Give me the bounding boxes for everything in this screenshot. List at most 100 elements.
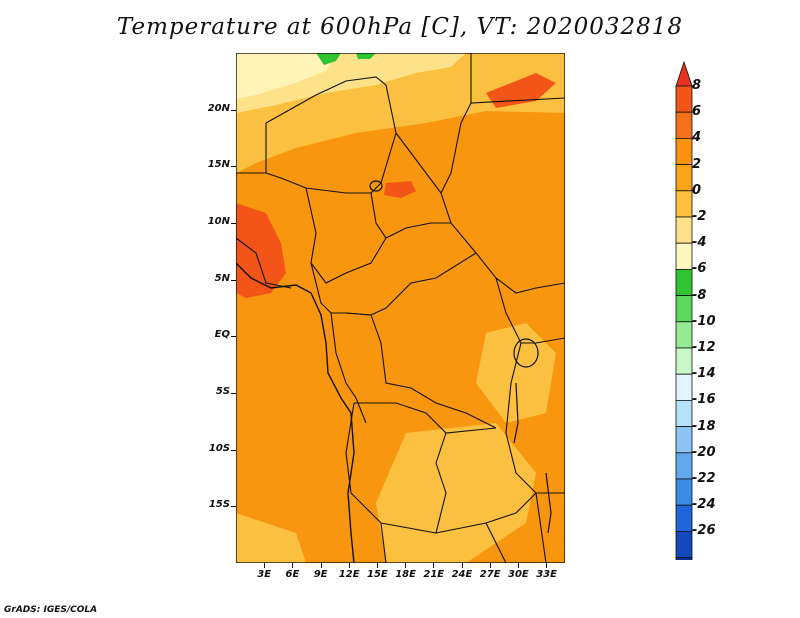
map-svg: [236, 53, 565, 563]
lat-label: 10N: [207, 216, 230, 227]
border-chad-north: [395, 132, 442, 194]
field-east-lakes: [476, 323, 556, 423]
lat-tick: [231, 223, 236, 224]
lake-victoria: [513, 338, 539, 368]
lon-tick: [377, 563, 378, 568]
colorbar-segment: [675, 399, 693, 427]
lon-tick: [348, 563, 350, 568]
colorbar-segment: [675, 295, 693, 323]
colorbar-segment: [675, 504, 693, 532]
border-angola: [345, 402, 447, 534]
colorbar-segment: [675, 242, 693, 270]
lake-tanganyika: [513, 382, 519, 444]
colorbar-segment: [675, 347, 693, 375]
lon-label: 6E: [285, 569, 300, 580]
field-sw-corner: [236, 513, 306, 563]
lat-label: EQ: [214, 329, 230, 341]
lake-chad: [369, 180, 383, 192]
colorbar-tick-label: -2: [692, 209, 707, 224]
lon-tick: [264, 563, 266, 568]
colorbar-segment: [675, 557, 693, 560]
colorbar-segment: [675, 164, 693, 192]
colorbar-segment: [675, 85, 693, 113]
colorbar-tick-label: -18: [692, 418, 716, 434]
lon-label: 18E: [395, 569, 416, 580]
border-niger: [265, 76, 397, 194]
border-nigeria-cameroon: [305, 187, 387, 284]
colorbar-segment: [675, 478, 693, 506]
lon-label: 3E: [257, 569, 272, 580]
lon-label: 12E: [338, 569, 360, 580]
colorbar-tick-label: 0: [692, 182, 702, 198]
colorbar-tick-label: 8: [692, 78, 702, 93]
border-sudan: [440, 102, 565, 294]
lat-label: 5S: [215, 386, 230, 397]
lon-tick: [518, 563, 519, 568]
colorbar-tick-label: -14: [692, 366, 716, 382]
colorbar-tick-label: -12: [692, 340, 716, 355]
lat-label: 15S: [208, 499, 230, 511]
lon-tick: [292, 563, 294, 568]
field-sahara-coolest: [236, 53, 336, 99]
lon-tick: [405, 563, 407, 568]
lat-tick: [231, 279, 236, 281]
field-ne-warm: [486, 73, 556, 108]
border-zambia: [435, 492, 537, 534]
lat-tick: [231, 109, 236, 111]
colorbar-tick-label: -24: [692, 497, 716, 513]
lat-label: 20N: [207, 102, 230, 114]
lon-label: 24E: [451, 569, 473, 580]
border-zimbabwe: [485, 522, 507, 563]
colorbar-tick-label: -6: [692, 261, 707, 277]
border-niger-south: [265, 123, 371, 194]
chart-title: Temperature at 600hPa [C], VT: 202003281…: [116, 14, 684, 40]
border-tanzania: [505, 342, 565, 494]
colorbar-tick-label: 6: [692, 104, 702, 120]
field-lake-chad-warm: [384, 181, 416, 198]
lake-malawi: [545, 472, 552, 534]
colorbar-tick-label: -26: [692, 523, 716, 539]
colorbar-segment: [675, 216, 693, 244]
lon-tick: [433, 563, 435, 568]
lon-label: 21E: [423, 569, 445, 580]
colorbar-tick-label: -22: [692, 471, 716, 486]
lon-tick: [461, 563, 463, 568]
lat-tick: [231, 166, 236, 168]
colorbar: [675, 60, 693, 560]
border-angola-north: [354, 402, 497, 434]
lakes-layer: [369, 180, 552, 534]
lon-label: 9E: [313, 569, 328, 580]
lat-tick: [231, 336, 236, 338]
coastline-atlantic: [236, 262, 355, 563]
colorbar-tick-label: 2: [692, 156, 702, 172]
colorbar-segment: [675, 268, 693, 296]
colorbar-tick-label: -20: [692, 444, 716, 460]
credit-label: GrADS: IGES/COLA: [4, 605, 98, 615]
field-west-warm: [236, 203, 286, 298]
lat-tick: [231, 506, 236, 508]
border-congo-west: [330, 312, 367, 424]
temperature-map: [236, 53, 565, 563]
lat-label: 5N: [214, 272, 230, 284]
coastline-layer: [236, 262, 355, 563]
colorbar-tick-label: -10: [692, 313, 716, 329]
border-mozambique: [535, 492, 547, 563]
border-coast-west: [236, 237, 292, 289]
colorbar-tick-label: -16: [692, 392, 716, 408]
colorbar-segment: [675, 111, 693, 139]
lon-tick: [489, 563, 491, 568]
border-chad-south: [370, 192, 451, 239]
colorbar-segment: [675, 138, 693, 166]
colorbar-segment: [675, 190, 693, 218]
field-cold-spot-1: [316, 53, 341, 65]
lon-label: 30E: [508, 569, 529, 580]
field-cold-spot-2: [356, 53, 376, 59]
border-drc: [345, 312, 497, 429]
field-south-central: [376, 423, 536, 563]
border-namibia: [380, 522, 387, 563]
lat-tick: [231, 393, 236, 394]
lon-tick: [320, 563, 322, 568]
colorbar-tick-label: -8: [692, 287, 707, 303]
lon-label: 15E: [367, 569, 388, 580]
colorbar-segment: [675, 321, 693, 349]
